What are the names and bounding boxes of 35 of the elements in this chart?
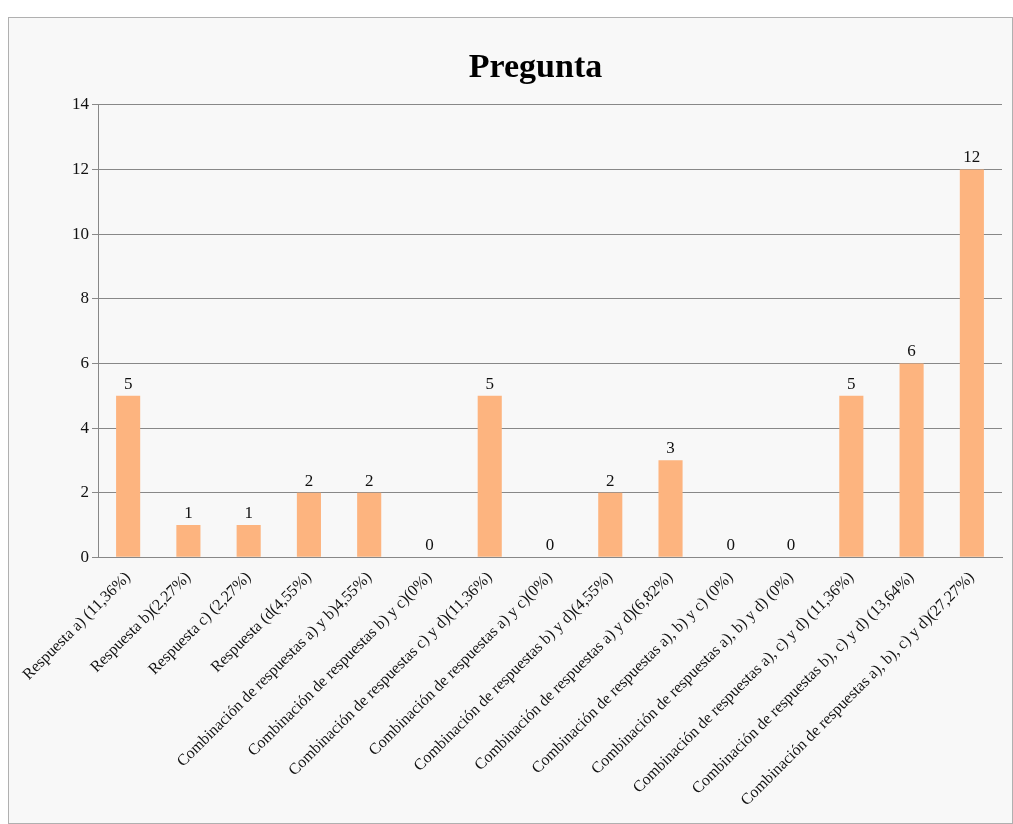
data-label: 3 bbox=[666, 438, 675, 458]
data-label: 0 bbox=[545, 535, 555, 555]
data-label: 12 bbox=[963, 147, 981, 167]
bar bbox=[658, 460, 683, 557]
y-tick-label: 6 bbox=[80, 352, 89, 372]
bar bbox=[357, 492, 382, 557]
y-tick-label: 4 bbox=[80, 417, 90, 437]
data-label: 0 bbox=[726, 535, 736, 555]
data-label: 6 bbox=[907, 341, 916, 361]
data-label: 1 bbox=[244, 502, 253, 522]
bar bbox=[477, 395, 502, 557]
y-tick-label: 0 bbox=[80, 546, 89, 566]
y-tick-label: 12 bbox=[72, 158, 89, 178]
y-tick-label: 14 bbox=[72, 94, 90, 114]
data-label: 0 bbox=[786, 535, 796, 555]
bar bbox=[598, 492, 623, 557]
data-label: 1 bbox=[184, 502, 193, 522]
data-label: 5 bbox=[123, 373, 133, 393]
y-tick-label: 10 bbox=[72, 223, 89, 243]
data-label: 5 bbox=[847, 373, 856, 393]
bar bbox=[176, 525, 201, 557]
bar bbox=[839, 395, 864, 557]
data-label: 2 bbox=[364, 470, 374, 490]
bar bbox=[899, 363, 924, 557]
bar bbox=[236, 525, 261, 557]
y-tick-label: 2 bbox=[80, 482, 89, 502]
data-label: 2 bbox=[606, 470, 615, 490]
bar bbox=[959, 169, 984, 557]
bar bbox=[296, 492, 321, 557]
chart-title: Pregunta bbox=[468, 47, 603, 85]
y-tick-label: 8 bbox=[80, 288, 89, 308]
data-label: 5 bbox=[485, 373, 494, 393]
data-label: 0 bbox=[425, 535, 434, 555]
data-label: 2 bbox=[304, 470, 314, 490]
bar bbox=[116, 395, 141, 557]
